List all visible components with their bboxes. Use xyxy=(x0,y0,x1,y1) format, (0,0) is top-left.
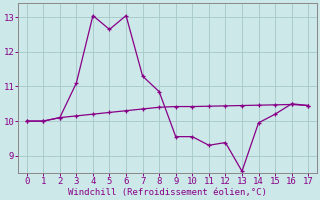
X-axis label: Windchill (Refroidissement éolien,°C): Windchill (Refroidissement éolien,°C) xyxy=(68,188,267,197)
